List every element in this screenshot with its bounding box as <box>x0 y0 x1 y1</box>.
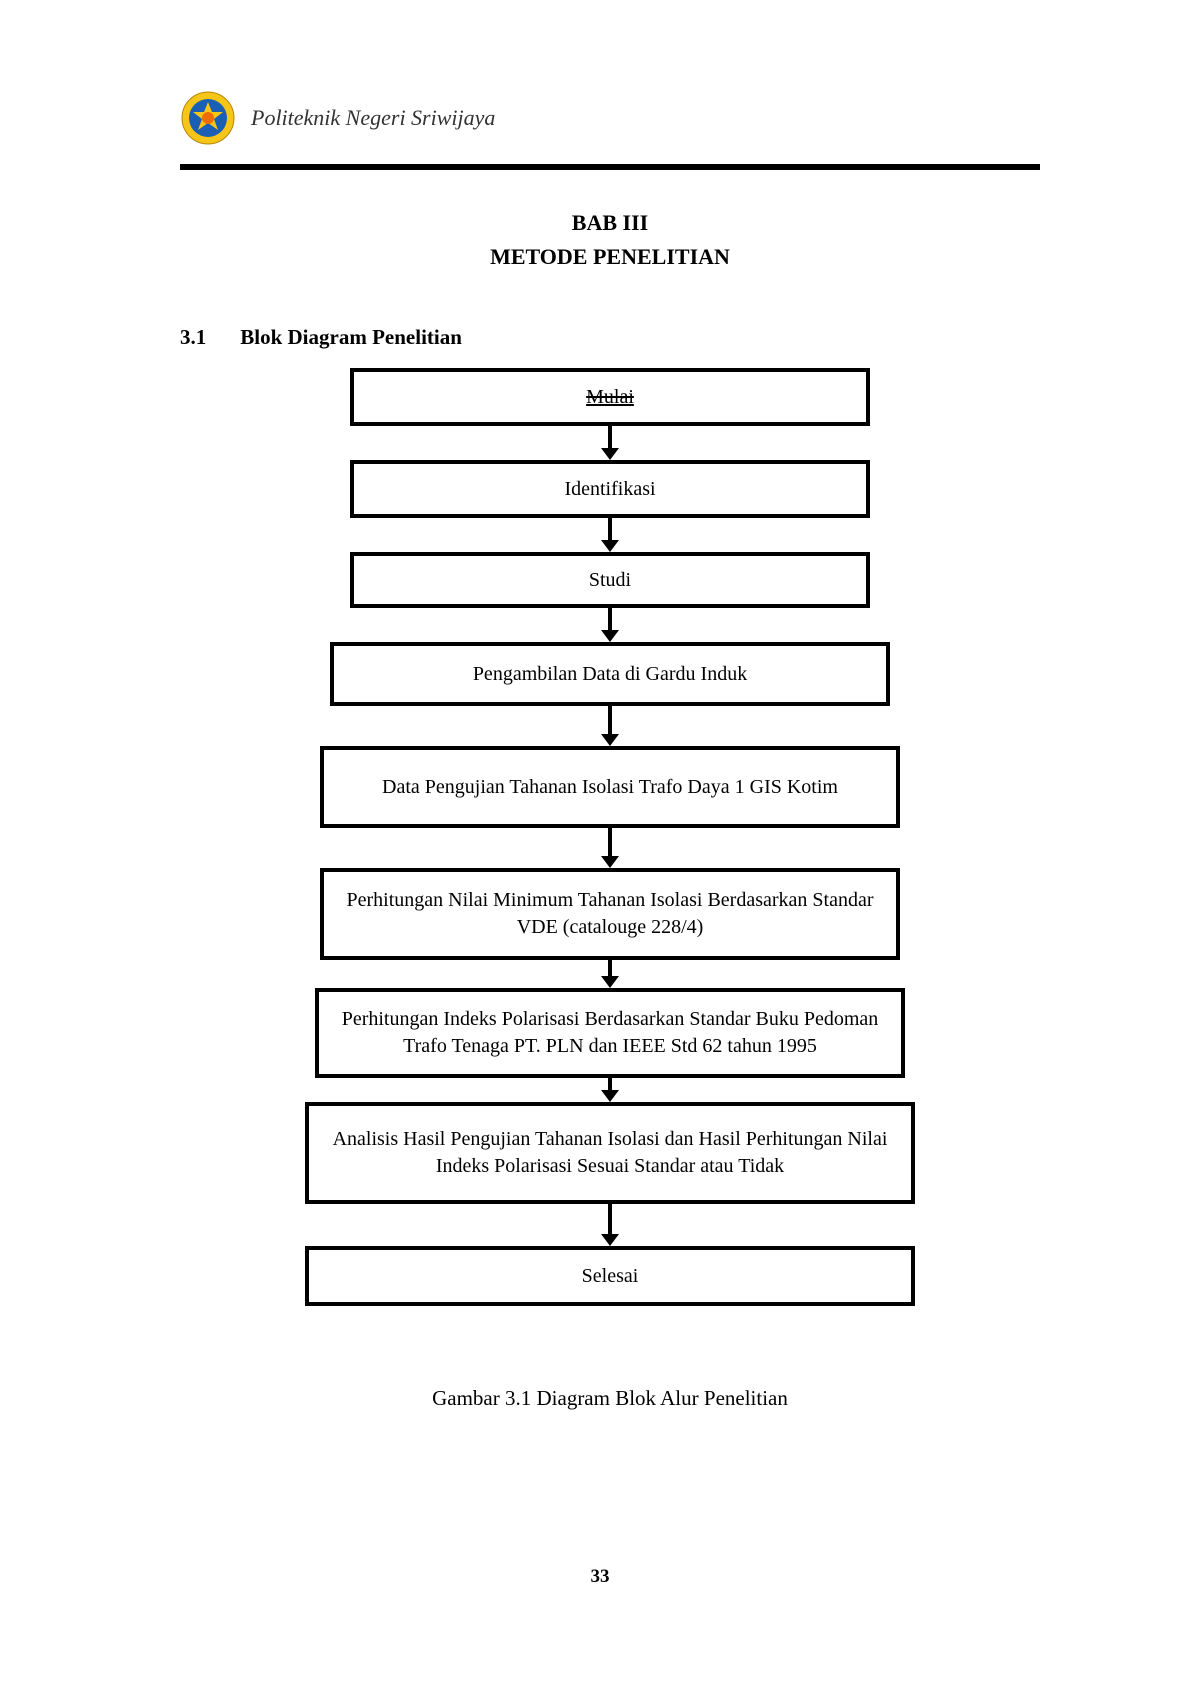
arrow-down-icon <box>601 426 619 460</box>
section-number: 3.1 <box>180 325 235 350</box>
arrow-down-icon <box>601 518 619 552</box>
arrow-down-icon <box>601 960 619 988</box>
flowchart-node-label: Perhitungan Nilai Minimum Tahanan Isolas… <box>344 887 876 941</box>
arrow-down-icon <box>601 828 619 868</box>
institution-name: Politeknik Negeri Sriwijaya <box>251 105 495 131</box>
arrow-down-icon <box>601 1078 619 1102</box>
flowchart-node-label: Analisis Hasil Pengujian Tahanan Isolasi… <box>329 1126 891 1180</box>
flowchart-node-label: Data Pengujian Tahanan Isolasi Trafo Day… <box>382 774 838 801</box>
flowchart-node: Perhitungan Indeks Polarisasi Berdasarka… <box>315 988 905 1078</box>
institution-logo-icon <box>180 90 236 146</box>
page-number: 33 <box>0 1566 1200 1588</box>
flowchart-node: Selesai <box>305 1246 915 1306</box>
flowchart-node-label: Pengambilan Data di Gardu Induk <box>473 661 747 688</box>
flowchart-node: Studi <box>350 552 870 608</box>
arrow-down-icon <box>601 706 619 746</box>
flowchart-node-label: Studi <box>589 567 631 594</box>
section-heading: 3.1 Blok Diagram Penelitian <box>180 325 1040 350</box>
flowchart-node: Analisis Hasil Pengujian Tahanan Isolasi… <box>305 1102 915 1204</box>
chapter-title: BAB III <box>180 210 1040 236</box>
flowchart-container: Mulai Identifikasi Studi Pengambilan Data d… <box>180 368 1040 1306</box>
figure-caption: Gambar 3.1 Diagram Blok Alur Penelitian <box>180 1386 1040 1411</box>
flowchart-node: Data Pengujian Tahanan Isolasi Trafo Day… <box>320 746 900 828</box>
arrow-down-icon <box>601 608 619 642</box>
flowchart-node-label: Perhitungan Indeks Polarisasi Berdasarka… <box>339 1006 881 1060</box>
flowchart-node: Identifikasi <box>350 460 870 518</box>
flowchart-node-label: Selesai <box>582 1263 639 1290</box>
flowchart-node: Perhitungan Nilai Minimum Tahanan Isolas… <box>320 868 900 960</box>
section-title: Blok Diagram Penelitian <box>240 325 462 349</box>
chapter-subtitle: METODE PENELITIAN <box>180 244 1040 270</box>
flowchart-node-label: Mulai <box>586 384 634 411</box>
arrow-down-icon <box>601 1204 619 1246</box>
flowchart-node: Pengambilan Data di Gardu Induk <box>330 642 890 706</box>
flowchart-node: Mulai <box>350 368 870 426</box>
page-header: Politeknik Negeri Sriwijaya <box>180 90 1040 170</box>
flowchart-node-label: Identifikasi <box>564 476 655 503</box>
